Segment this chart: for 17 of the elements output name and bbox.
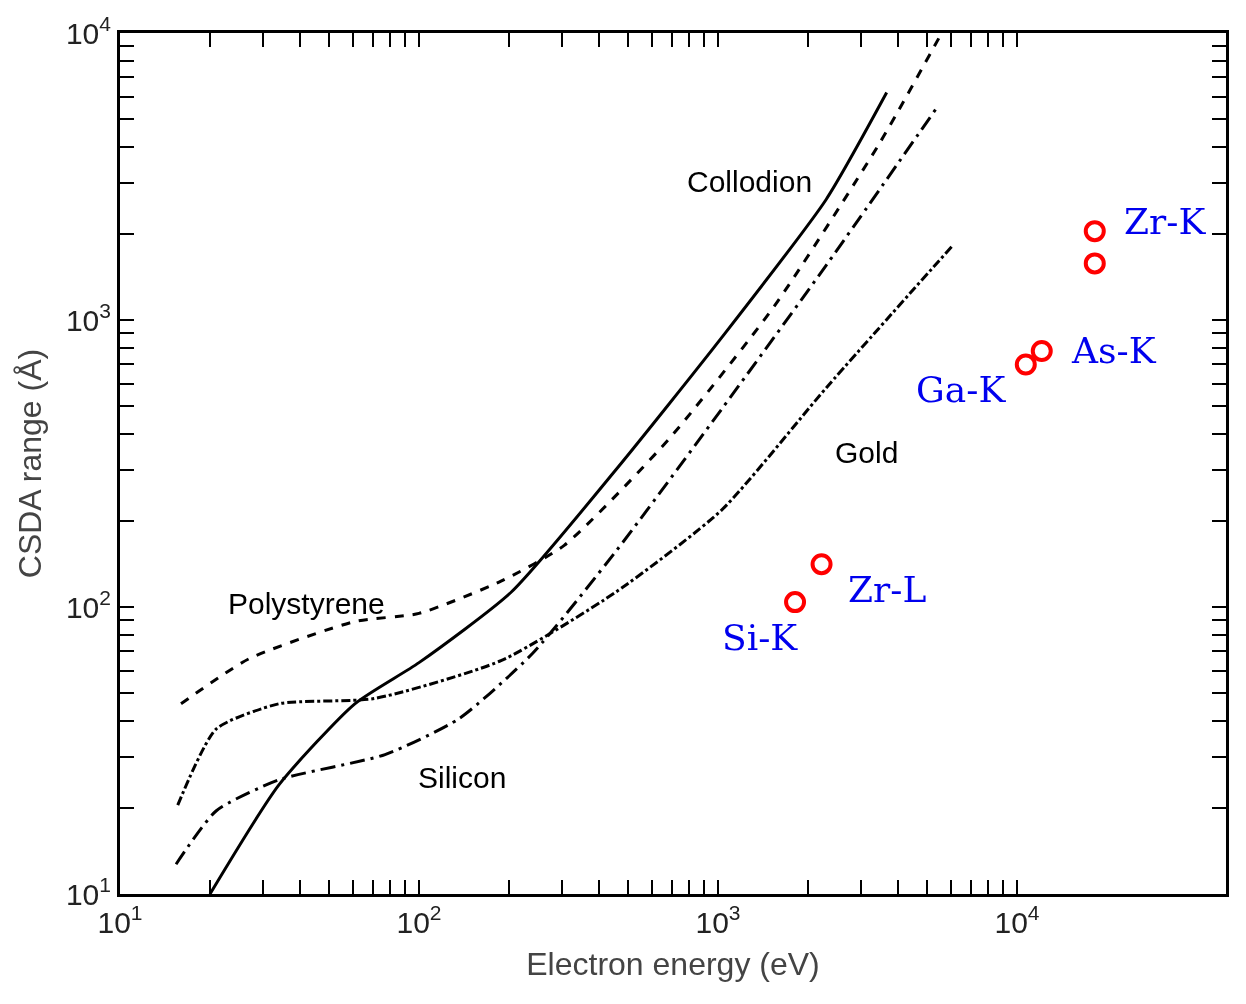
annotation: Ga-K <box>916 369 1007 410</box>
series-label: Polystyrene <box>228 587 385 620</box>
series-label: Gold <box>835 436 899 469</box>
series-label: Collodion <box>687 165 813 198</box>
x-axis-title: Electron energy (eV) <box>526 945 820 982</box>
y-tick-label: 10$^{2}$ <box>65 585 111 624</box>
y-axis-title: CSDA range (Å) <box>12 348 49 579</box>
annotation: Zr-L <box>848 569 927 610</box>
y-tick-label: 10$^{4}$ <box>65 11 112 50</box>
x-tick-label: 10$^{4}$ <box>994 901 1040 939</box>
annotation: As-K <box>1071 330 1157 371</box>
series-label: Silicon <box>418 761 507 794</box>
x-tick-label: 10$^{2}$ <box>396 901 442 939</box>
y-tick-label: 10$^{3}$ <box>65 298 111 337</box>
annotation: Zr-K <box>1124 201 1207 242</box>
annotation: Si-K <box>722 617 799 658</box>
x-tick-label: 10$^{3}$ <box>695 901 741 939</box>
